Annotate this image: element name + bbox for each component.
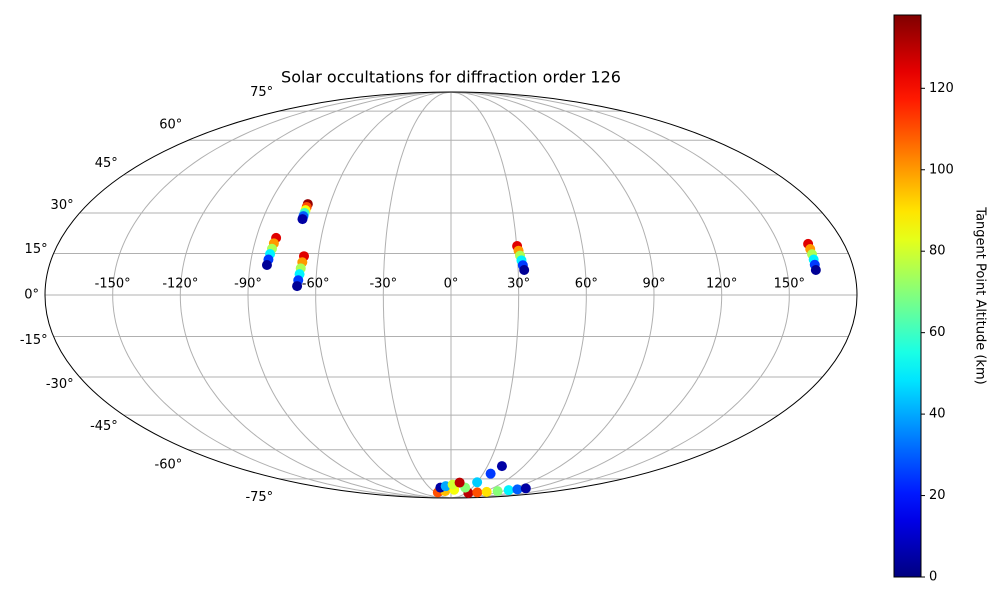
y-tick-label: -60° [155,457,183,472]
x-tick-label: -90° [234,277,262,292]
x-tick-label: -30° [369,277,397,292]
scatter-point [454,477,465,488]
x-tick-label: 120° [706,277,737,292]
scatter-point [496,461,507,472]
colorbar-tick-label: 100 [929,162,954,177]
x-tick-label: -60° [302,277,330,292]
y-tick-label: 60° [159,118,182,133]
y-tick-label: 45° [95,156,118,171]
y-tick-label: -30° [46,377,74,392]
map-outline [44,91,858,499]
colorbar-label: Tangent Point Altitude (km) [973,206,988,384]
scatter-point [485,468,496,479]
colorbar-tick-label: 40 [929,407,946,422]
colorbar-tick-label: 80 [929,244,946,259]
chart-title: Solar occultations for diffraction order… [281,68,621,87]
scatter-point [512,484,523,495]
scatter-point [472,487,483,498]
scatter-point [503,485,514,496]
colorbar-tick-label: 60 [929,325,946,340]
scatter-point [261,260,272,271]
colorbar-tick-label: 0 [929,570,937,585]
y-tick-label: -45° [90,419,118,434]
scatter-point [472,477,483,488]
x-tick-label: -150° [95,277,131,292]
colorbar [893,14,922,578]
x-tick-label: 60° [575,277,598,292]
y-tick-label: -75° [245,490,273,505]
scatter-point [520,483,531,494]
colorbar-tick-label: 120 [929,81,954,96]
y-tick-label: 0° [24,288,39,303]
colorbar-tick-label: 20 [929,488,946,503]
scatter-point [810,264,821,275]
x-tick-label: 0° [444,277,459,292]
y-tick-label: -15° [20,333,48,348]
x-tick-label: -120° [162,277,198,292]
y-tick-label: 75° [250,85,273,100]
scatter-point [297,214,308,225]
scatter-point [481,486,492,497]
scatter-point [292,281,303,292]
y-tick-label: 30° [51,198,74,213]
x-tick-label: 30° [507,277,530,292]
scatter-point [519,264,530,275]
scatter-point [492,486,503,497]
x-tick-label: 90° [642,277,665,292]
y-tick-label: 15° [25,242,48,257]
x-tick-label: 150° [774,277,805,292]
